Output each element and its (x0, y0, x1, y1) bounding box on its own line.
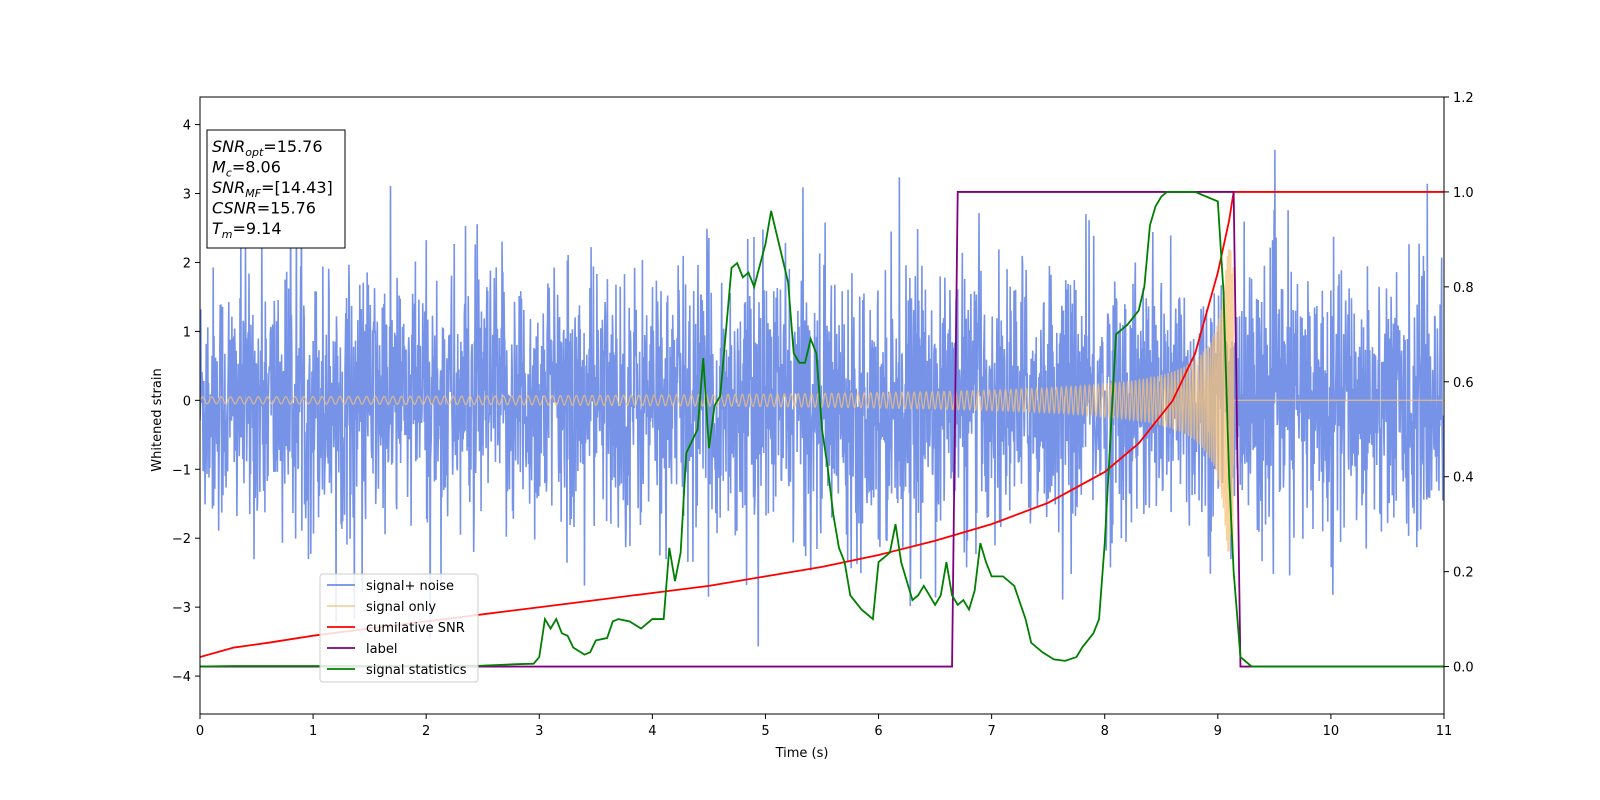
y-tick-label: 1 (183, 325, 191, 340)
series-line-signal-statistics (200, 191, 1444, 668)
y2-tick-label: 0.8 (1453, 281, 1474, 296)
x-tick-label: 7 (987, 724, 995, 739)
x-tick-label: 1 (309, 724, 317, 739)
legend-entry: signal only (366, 600, 436, 615)
y-tick-label: −1 (172, 463, 191, 478)
y-tick-label: 4 (183, 119, 191, 134)
legend: signal+ noise signal only cumilative SNR la… (319, 573, 479, 683)
plot-frame (199, 96, 1445, 715)
x-tick-label: 2 (422, 724, 430, 739)
series-line-signal-noise (200, 149, 1444, 647)
info-line: Tm=9.14 (212, 219, 282, 241)
x-tick-label: 11 (1436, 724, 1453, 739)
y-tick-label: 0 (183, 394, 191, 409)
y2-tick-label: 0.0 (1453, 661, 1474, 676)
y2-tick-label: 0.6 (1453, 376, 1474, 391)
y2-tick-label: 0.4 (1453, 471, 1474, 486)
legend-entry: cumilative SNR (366, 621, 465, 636)
x-tick-label: 3 (535, 724, 543, 739)
legend-frame (319, 573, 479, 683)
y-tick-label: −3 (172, 601, 191, 616)
y2-tick-label: 1.0 (1453, 186, 1474, 201)
y2-tick-label: 0.2 (1453, 566, 1474, 581)
info-line: SNRMF=[14.43] (212, 178, 333, 200)
x-tick-label: 10 (1323, 724, 1340, 739)
legend-entry: signal+ noise (366, 579, 454, 594)
x-tick-label: 9 (1214, 724, 1222, 739)
y-axis-label: Whitened strain (150, 368, 165, 471)
y-tick-label: 3 (183, 188, 191, 203)
x-tick-label: 0 (196, 724, 204, 739)
legend-entry: signal statistics (366, 663, 467, 678)
x-tick-label: 4 (648, 724, 656, 739)
info-line: CSNR=15.76 (212, 199, 316, 218)
info-line: SNRopt=15.76 (212, 137, 323, 159)
legend-entry: label (366, 642, 397, 657)
y2-tick-label: 1.2 (1453, 91, 1474, 106)
x-axis-label: Time (s) (775, 746, 829, 761)
series-line-label (200, 191, 1444, 668)
info-box-frame (206, 129, 346, 249)
y-tick-label: −2 (172, 532, 191, 547)
x-tick-label: 6 (874, 724, 882, 739)
info-line: Mc=8.06 (212, 158, 281, 180)
info-box: SNRopt=15.76Mc=8.06SNRMF=[14.43]CSNR=15.… (206, 129, 346, 249)
y-tick-label: 2 (183, 256, 191, 271)
axes: 0 1 2 3 4 5 6 7 8 9 10 1143210−1−2−3−41.21.00.80.60… (172, 91, 1474, 739)
x-tick-label: 8 (1101, 724, 1109, 739)
x-tick-label: 5 (761, 724, 769, 739)
y-tick-label: −4 (172, 670, 191, 685)
